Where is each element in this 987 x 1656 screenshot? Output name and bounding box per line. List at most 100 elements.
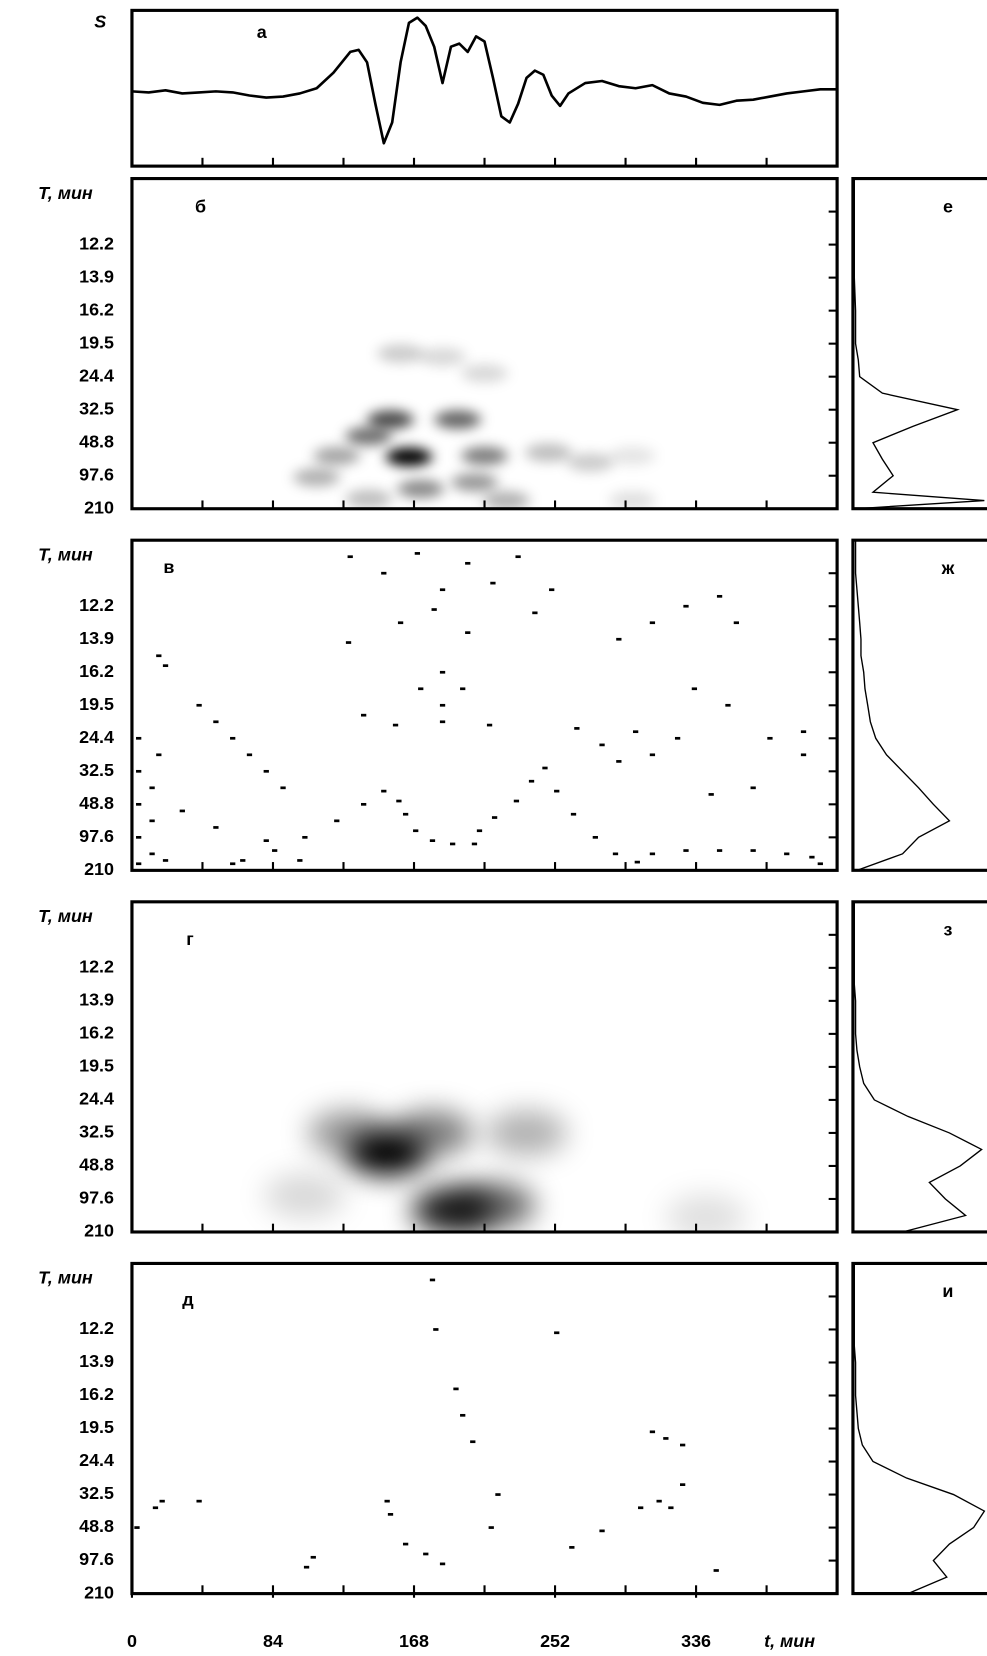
point [486,723,493,727]
point [136,835,142,839]
point [213,720,219,724]
point [246,753,253,757]
y-tick-label: 97.6 [79,1549,114,1569]
plot-area [293,344,656,509]
frame [851,538,987,872]
point [683,849,689,852]
point [532,611,538,615]
point [134,1526,140,1529]
panel-label: г [186,929,193,949]
point [423,1552,429,1556]
panel-label: з [943,920,952,940]
point [431,608,437,611]
point [488,1526,494,1529]
frame [851,1261,987,1596]
point [439,670,446,674]
point [384,1499,390,1503]
point [334,819,340,823]
y-tick-label: 97.6 [79,465,114,485]
point [612,852,619,856]
point [240,859,246,862]
point [569,1546,575,1549]
point [663,1437,669,1440]
point [649,753,656,757]
point [616,760,622,763]
point [179,809,185,813]
point [680,1483,686,1486]
point [303,1565,310,1569]
profile-line [853,901,983,1232]
plot-area [854,540,951,871]
spectrum-blob [609,446,656,466]
point [592,835,598,839]
point [683,604,689,608]
point [554,1331,560,1335]
point [716,594,723,598]
spectrum-blob [567,453,614,472]
point [345,641,352,644]
y-tick-label: 210 [84,1582,114,1602]
point [159,1499,165,1503]
point [381,789,387,793]
spectrum-blob [483,491,530,509]
point [302,835,308,839]
point [549,588,555,592]
y-tick-label: 19.5 [79,332,114,352]
point [439,588,446,592]
point [733,621,740,625]
point [149,786,155,790]
y-tick-label: 19.5 [79,1417,114,1437]
point [495,1493,501,1496]
spectrum-blob [367,410,414,429]
panel-label: и [942,1281,953,1301]
y-tick-label: 13.9 [79,266,114,286]
frame [851,900,987,1234]
spectrum-blob [609,491,656,509]
point [465,561,471,565]
signal-line [131,16,838,145]
frame [130,8,839,168]
point [136,769,142,773]
point [439,1562,446,1566]
profile-line [853,178,985,509]
spectrum-blob [345,489,392,509]
point [402,1542,409,1546]
spectrum-blob [434,410,481,429]
spectrum-blob [308,1110,389,1156]
plot-area [853,1263,986,1594]
point [649,852,656,856]
point [542,766,548,770]
point [649,621,656,625]
point [387,1513,394,1516]
y-tick-label: 32.5 [79,760,114,780]
y-tick-label: 19.5 [79,694,114,714]
y-tick-label: 19.5 [79,1056,114,1076]
profile-line [853,1263,986,1594]
point [470,1440,476,1444]
point [784,852,790,856]
point [136,802,142,806]
frame [130,900,839,1234]
y-tick-label: 13.9 [79,990,114,1010]
spectrum-blob [461,446,508,466]
spectrum-blob [486,1110,567,1156]
point [310,1555,316,1559]
y-tick-label: 210 [84,498,114,518]
point [149,819,155,823]
point [162,859,169,862]
spectrum-blob [666,1194,747,1232]
y-tick-label: 16.2 [79,299,114,319]
y-axis-label: S [94,12,106,32]
point [554,789,560,793]
panel-label: а [257,22,267,42]
spectrum-blob [377,344,424,363]
point [156,753,162,757]
point [402,812,409,816]
point [691,687,698,691]
point [599,743,605,747]
point [638,1506,644,1510]
point [491,816,498,819]
point [460,687,466,691]
point [392,723,399,727]
